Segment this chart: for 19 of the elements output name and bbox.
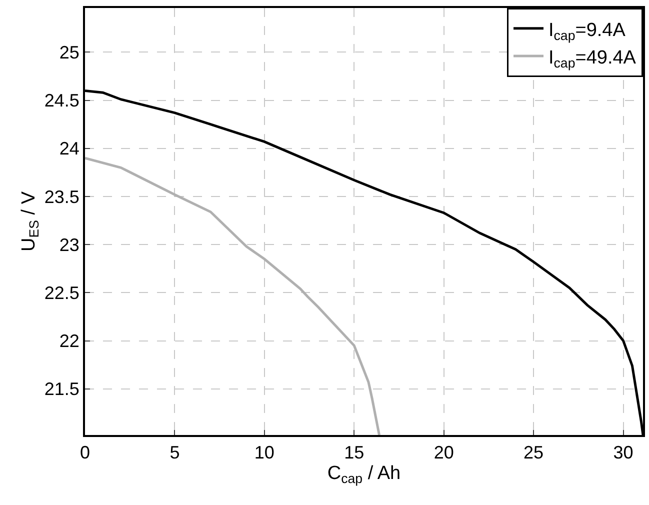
x-tick-label: 0 — [80, 442, 90, 463]
x-tick-label: 10 — [254, 442, 274, 463]
legend-label: I$_{cap}$=49.4A — [548, 47, 636, 70]
line-series — [85, 156, 380, 435]
y-tick-label: 22 — [59, 331, 80, 352]
x-tick-label: 25 — [524, 442, 544, 463]
x-tick-label: 5 — [170, 442, 180, 463]
x-tick-label: 20 — [434, 442, 454, 463]
y-tick-label: 23 — [59, 234, 80, 255]
y-tick-label: 24.5 — [44, 90, 80, 111]
y-tick-label: 23.5 — [44, 186, 80, 207]
legend-label: I$_{cap}$=9.4A — [548, 20, 626, 43]
x-tick-label: 15 — [344, 442, 364, 463]
y-tick-label: 22.5 — [44, 282, 80, 303]
x-axis-title: C$_{cap}$ / Ah — [327, 462, 401, 486]
y-tick-label: 21.5 — [44, 379, 80, 400]
x-tick-label: 30 — [613, 442, 634, 463]
y-tick-label: 25 — [59, 42, 80, 63]
y-tick-label: 24 — [59, 138, 80, 159]
